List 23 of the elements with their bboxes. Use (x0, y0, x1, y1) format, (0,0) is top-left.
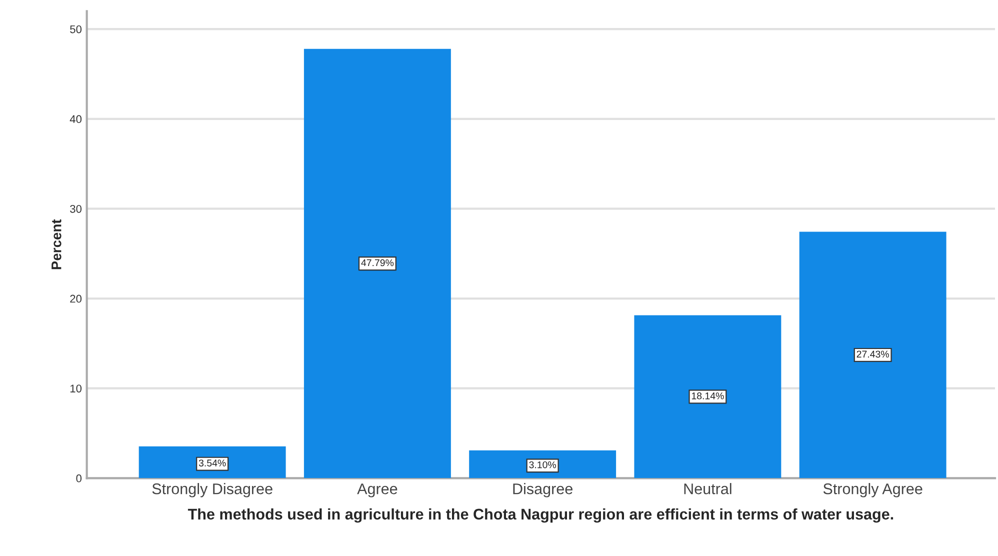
bar (634, 315, 782, 478)
bar (304, 48, 451, 478)
x-tick-label: Strongly Disagree (152, 483, 272, 498)
y-axis-title: Percent (52, 219, 62, 270)
x-tick-label: Neutral (684, 483, 732, 494)
y-tick-label: 50 (70, 25, 82, 34)
data-label: 47.79% (361, 259, 394, 266)
data-label: 18.14% (692, 392, 724, 400)
bar (469, 450, 616, 478)
x-tick-label: Strongly Agree (823, 483, 922, 498)
y-tick-label: 10 (70, 384, 82, 392)
bar (138, 446, 286, 478)
y-tick-label: 30 (70, 204, 82, 213)
bar (799, 232, 946, 478)
y-tick-label: 40 (70, 115, 82, 124)
data-label: 3.10% (529, 461, 556, 468)
y-tick-label: 0 (76, 474, 82, 482)
x-axis-title: The methods used in agriculture in the Chota Nagpur region are efficient in terms of water usage. (188, 508, 894, 523)
y-tick-label: 20 (70, 294, 82, 303)
x-tick-label: Agree (357, 484, 398, 498)
x-tick-label: Disagree (513, 483, 572, 498)
data-label: 3.54% (198, 460, 226, 466)
data-label: 27.43% (856, 350, 889, 358)
